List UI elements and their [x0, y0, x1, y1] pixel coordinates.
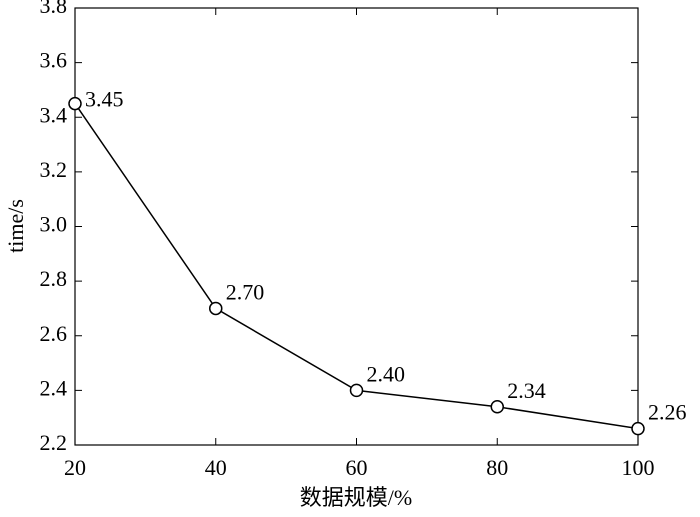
- y-tick-label: 2.4: [40, 375, 68, 400]
- y-tick-label: 2.8: [40, 266, 68, 291]
- x-axis-label: 数据规模/%: [300, 485, 412, 510]
- marker: [209, 301, 223, 316]
- marker: [631, 421, 645, 436]
- data-label: 2.34: [507, 378, 546, 403]
- marker: [490, 400, 504, 414]
- y-tick-label: 2.2: [40, 430, 68, 455]
- data-label: 2.40: [367, 361, 406, 386]
- y-tick-label: 3.6: [40, 48, 68, 73]
- y-tick-label: 3.4: [40, 102, 68, 127]
- x-tick-label: 100: [622, 455, 655, 480]
- x-tick-label: 60: [346, 455, 368, 480]
- x-tick-label: 80: [486, 455, 508, 480]
- x-tick-label: 20: [64, 455, 86, 480]
- y-axis-label: time/s: [3, 199, 28, 253]
- x-tick-label: 40: [205, 455, 227, 480]
- marker: [68, 96, 82, 111]
- y-tick-label: 3.8: [40, 0, 68, 18]
- data-label: 3.45: [85, 87, 124, 112]
- data-label: 2.70: [226, 279, 265, 304]
- y-tick-label: 3.0: [40, 212, 68, 237]
- data-label: 2.26: [648, 400, 687, 425]
- y-tick-label: 3.2: [40, 157, 68, 182]
- y-tick-label: 2.6: [40, 321, 68, 346]
- marker: [349, 383, 364, 398]
- line: [74, 103, 639, 430]
